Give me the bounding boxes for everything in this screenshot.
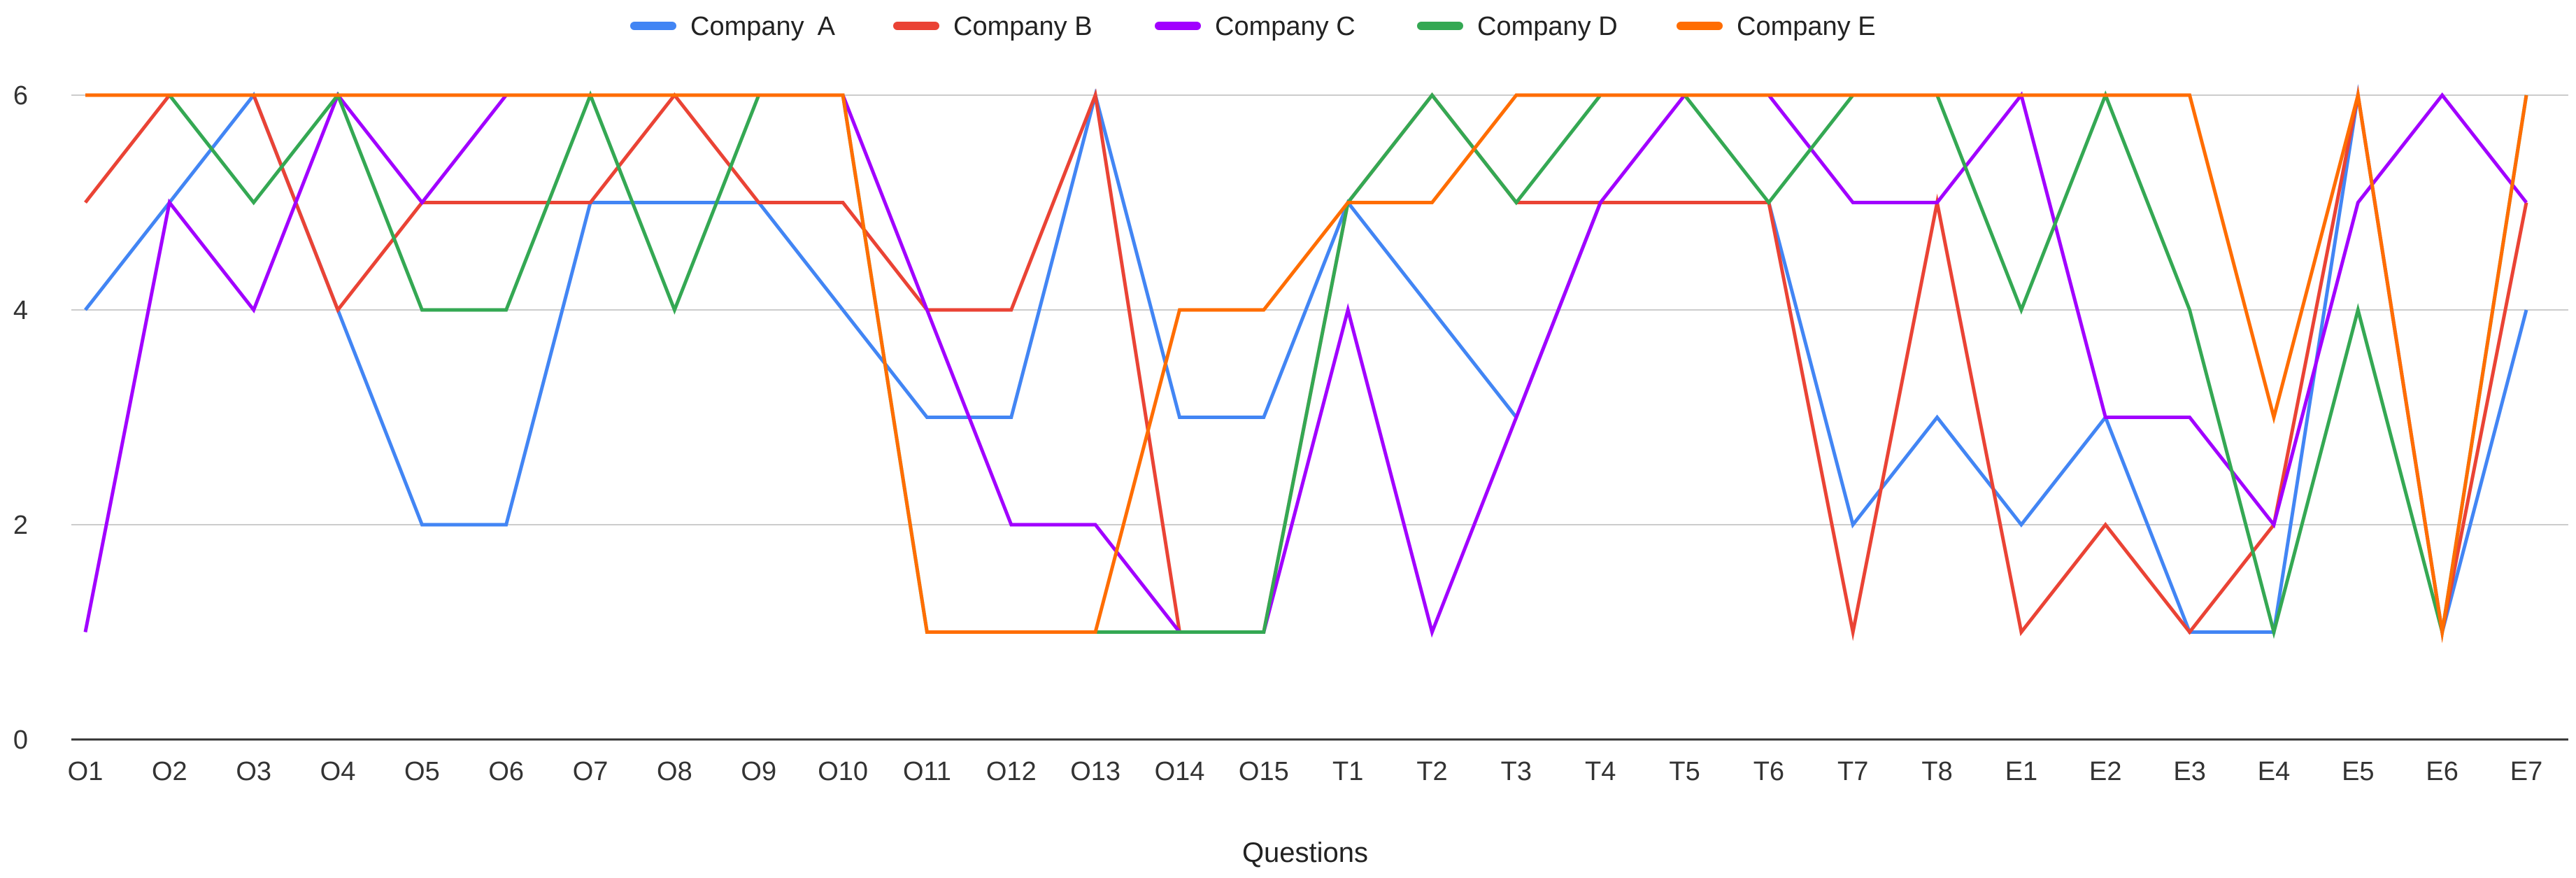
x-tick-label: T5 [1669, 757, 1700, 786]
y-tick-label: 6 [13, 81, 28, 111]
x-axis-label: Questions [1242, 837, 1368, 868]
series-line-4 [85, 90, 2528, 641]
x-tick-label: T1 [1332, 757, 1363, 786]
legend-label: Company C [1215, 12, 1355, 41]
x-tick-label: E3 [2173, 757, 2205, 786]
x-tick-label: O12 [986, 757, 1037, 786]
x-tick-label: O10 [818, 757, 868, 786]
legend-label: Company A [690, 12, 836, 41]
legend: Company A Company B Company C Company D Comp… [630, 12, 1876, 41]
x-tick-label: T2 [1416, 757, 1447, 786]
x-tick-label: O1 [68, 757, 104, 786]
x-tick-label: O4 [320, 757, 356, 786]
legend-label: Company B [953, 12, 1093, 41]
x-tick-label: E1 [2005, 757, 2037, 786]
x-tick-label: O9 [741, 757, 776, 786]
y-tick-label: 2 [13, 511, 28, 540]
x-tick-label: T4 [1585, 757, 1616, 786]
x-tick-label: E2 [2089, 757, 2121, 786]
x-tick-label: E6 [2426, 757, 2458, 786]
x-tick-label: O13 [1070, 757, 1120, 786]
x-tick-label: O11 [903, 757, 951, 786]
x-tick-label: T3 [1501, 757, 1532, 786]
x-tick-label: O6 [488, 757, 524, 786]
series-line-3 [83, 91, 2528, 638]
series-line-1 [84, 83, 2528, 641]
y-tick-label: 0 [13, 725, 28, 755]
x-tick-label: E4 [2258, 757, 2290, 786]
x-tick-label: T8 [1921, 757, 1952, 786]
x-axis-ticks: O1 O2 O3 O4 O5 O6 O7 O8 O9 O10 O11 O12 O13 O14 O15 T1 T2… [68, 757, 2543, 786]
x-tick-label: O3 [236, 757, 271, 786]
legend-label: Company E [1737, 12, 1876, 41]
x-tick-label: O15 [1239, 757, 1289, 786]
y-tick-label: 4 [13, 296, 28, 325]
x-tick-label: O2 [152, 757, 187, 786]
x-tick-label: O7 [573, 757, 609, 786]
series-line-2 [84, 85, 2528, 642]
legend-label: Company D [1477, 12, 1618, 41]
x-tick-label: T6 [1753, 757, 1784, 786]
x-tick-label: O8 [657, 757, 692, 786]
series-line-5 [85, 86, 2528, 644]
x-tick-label: E7 [2510, 757, 2542, 786]
y-axis-ticks: 0 2 4 6 [13, 81, 28, 755]
series-layer [83, 83, 2528, 644]
x-tick-label: E5 [2342, 757, 2374, 786]
x-tick-label: O5 [404, 757, 440, 786]
x-tick-label: T7 [1837, 757, 1868, 786]
x-tick-label: O14 [1155, 757, 1205, 786]
